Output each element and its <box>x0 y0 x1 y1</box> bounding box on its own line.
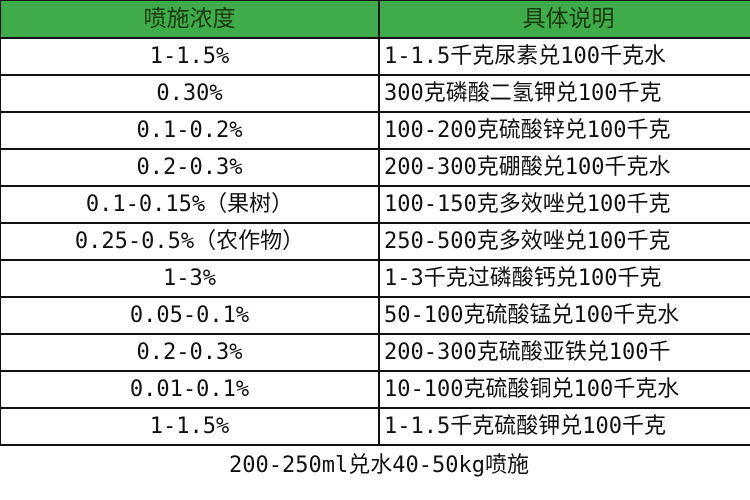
header-concentration: 喷施浓度 <box>0 0 380 39</box>
concentration-cell: 1-3% <box>0 259 380 298</box>
concentration-cell: 0.2-0.3% <box>0 148 380 187</box>
concentration-cell: 0.05-0.1% <box>0 296 380 335</box>
header-description: 具体说明 <box>378 0 750 39</box>
concentration-cell: 0.2-0.3% <box>0 333 380 372</box>
concentration-cell: 0.01-0.1% <box>0 370 380 409</box>
concentration-cell: 0.1-0.15%（果树） <box>0 185 380 224</box>
header-row: 喷施浓度 具体说明 <box>0 0 750 39</box>
footer-row: 200-250ml兑水40-50kg喷施 <box>0 444 750 484</box>
description-cell: 250-500克多效唑兑100千克 <box>378 222 750 261</box>
concentration-cell: 0.30% <box>0 74 380 113</box>
concentration-cell: 0.25-0.5%（农作物） <box>0 222 380 261</box>
description-cell: 1-3千克过磷酸钙兑100千克 <box>378 259 750 298</box>
description-cell: 200-300克硫酸亚铁兑100千 <box>378 333 750 372</box>
table-row: 0.05-0.1% 50-100克硫酸锰兑100千克水 <box>0 296 750 335</box>
description-cell: 10-100克硫酸铜兑100千克水 <box>378 370 750 409</box>
table-row: 0.25-0.5%（农作物） 250-500克多效唑兑100千克 <box>0 222 750 261</box>
table-row: 0.01-0.1% 10-100克硫酸铜兑100千克水 <box>0 370 750 409</box>
table-row: 0.2-0.3% 200-300克硫酸亚铁兑100千 <box>0 333 750 372</box>
table-row: 1-1.5% 1-1.5千克硫酸钾兑100千克 <box>0 407 750 446</box>
table-row: 1-1.5% 1-1.5千克尿素兑100千克水 <box>0 37 750 76</box>
description-cell: 300克磷酸二氢钾兑100千克 <box>378 74 750 113</box>
description-cell: 50-100克硫酸锰兑100千克水 <box>378 296 750 335</box>
concentration-cell: 1-1.5% <box>0 407 380 446</box>
concentration-cell: 0.1-0.2% <box>0 111 380 150</box>
concentration-cell: 1-1.5% <box>0 37 380 76</box>
table-row: 0.2-0.3% 200-300克硼酸兑100千克水 <box>0 148 750 187</box>
description-cell: 1-1.5千克硫酸钾兑100千克 <box>378 407 750 446</box>
table-row: 0.1-0.2% 100-200克硫酸锌兑100千克 <box>0 111 750 150</box>
table-row: 0.30% 300克磷酸二氢钾兑100千克 <box>0 74 750 113</box>
description-cell: 100-200克硫酸锌兑100千克 <box>378 111 750 150</box>
spray-concentration-table: 喷施浓度 具体说明 1-1.5% 1-1.5千克尿素兑100千克水 0.30% 300… <box>0 0 750 484</box>
description-cell: 100-150克多效唑兑100千克 <box>378 185 750 224</box>
description-cell: 1-1.5千克尿素兑100千克水 <box>378 37 750 76</box>
table-row: 0.1-0.15%（果树） 100-150克多效唑兑100千克 <box>0 185 750 224</box>
table-row: 1-3% 1-3千克过磷酸钙兑100千克 <box>0 259 750 298</box>
description-cell: 200-300克硼酸兑100千克水 <box>378 148 750 187</box>
footer-note: 200-250ml兑水40-50kg喷施 <box>0 444 750 484</box>
